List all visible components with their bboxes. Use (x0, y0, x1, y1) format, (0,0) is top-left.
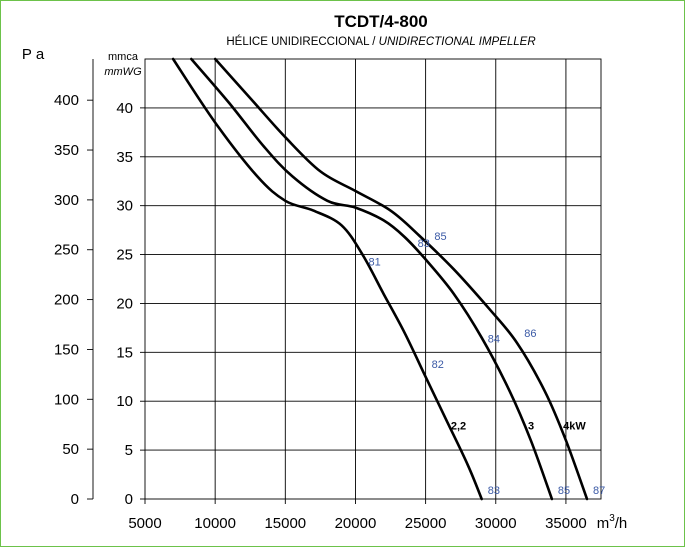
noise-level-label: 85 (558, 485, 570, 497)
pa-tick-label: 350 (54, 142, 79, 159)
mmca-tick-label: 20 (116, 295, 133, 312)
noise-level-label: 87 (593, 485, 605, 497)
x-axis-label: m3/h (597, 513, 628, 532)
x-tick-label: 5000 (128, 515, 161, 532)
curve-power-label: 2,2 (451, 421, 466, 433)
x-tick-label: 15000 (264, 515, 306, 532)
mmca-tick-label: 15 (116, 344, 133, 361)
x-tick-label: 20000 (335, 515, 377, 532)
mmca-tick-label: 35 (116, 149, 133, 166)
grid (87, 58, 602, 504)
x-tick-label: 10000 (194, 515, 236, 532)
noise-level-label: 85 (434, 231, 446, 243)
pa-tick-label: 100 (54, 391, 79, 408)
mmca-tick-label: 10 (116, 393, 133, 410)
chart-title: TCDT/4-800 (334, 12, 428, 31)
tick-labels: 5000 10000 15000 20000 25000 30000 35000 0 5 10 15… (54, 92, 587, 532)
y-axis-label-mmwg: mmWG (104, 66, 142, 78)
chart-subtitle: HÉLICE UNIDIRECCIONAL / UNIDIRECTIONAL I… (226, 35, 535, 48)
noise-level-label: 86 (524, 328, 536, 340)
noise-level-label: 82 (432, 359, 444, 371)
curve-2 (213, 57, 589, 501)
noise-level-label: 83 (418, 238, 430, 250)
x-tick-label: 35000 (545, 515, 587, 532)
pa-tick-label: 300 (54, 192, 79, 209)
mmca-tick-label: 0 (125, 491, 133, 508)
plot-border (144, 58, 602, 500)
pa-tick-label: 250 (54, 242, 79, 259)
mmca-tick-label: 25 (116, 247, 133, 264)
pa-tick-label: 200 (54, 292, 79, 309)
y-axis-label-mmca: mmca (108, 51, 139, 63)
curve-power-label: 3 (528, 421, 534, 433)
noise-level-label: 84 (488, 334, 500, 346)
y-axis-label-pa: Pa (22, 46, 48, 63)
pa-tick-label: 400 (54, 92, 79, 109)
curves (171, 57, 589, 501)
mmca-tick-label: 30 (116, 198, 133, 215)
pa-tick-label: 50 (62, 441, 79, 458)
curve-power-label: 4kW (563, 421, 586, 433)
x-tick-label: 30000 (475, 515, 517, 532)
noise-level-label: 83 (488, 485, 500, 497)
curve-1 (190, 57, 554, 501)
curve-0 (171, 57, 483, 501)
pa-tick-label: 150 (54, 341, 79, 358)
mmca-tick-label: 40 (116, 100, 133, 117)
x-tick-label: 25000 (405, 515, 447, 532)
noise-level-label: 81 (368, 256, 380, 268)
pa-tick-label: 0 (71, 491, 79, 508)
mmca-tick-label: 5 (125, 442, 133, 459)
curve-labels: 2,2 81 82 83 3 83 84 85 4kW 85 86 87 (368, 231, 605, 497)
